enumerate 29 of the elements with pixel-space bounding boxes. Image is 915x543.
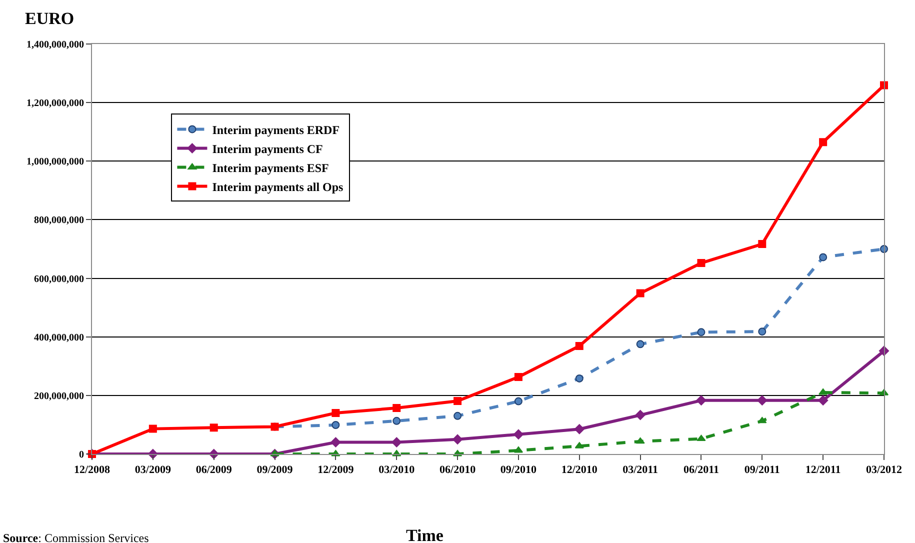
x-tick-label: 06/2011: [684, 464, 719, 476]
x-tick-label: 03/2010: [378, 464, 416, 476]
y-axis-title: EURO: [25, 9, 74, 28]
legend-label: Interim payments ERDF: [212, 122, 340, 137]
x-tick-label: 03/2009: [134, 464, 172, 476]
legend-label: Interim payments ESF: [212, 160, 329, 175]
x-tick-label: 06/2009: [196, 464, 232, 476]
x-tick-label: 12/2009: [318, 464, 354, 476]
x-tick-label: 06/2010: [440, 464, 476, 476]
x-tick-label: 12/2011: [805, 464, 841, 476]
x-tick-label: 12/2010: [561, 464, 598, 476]
x-tick-label: 03/2012: [866, 464, 903, 476]
y-tick-label: 0: [79, 450, 84, 460]
x-tick-label: 09/2010: [500, 464, 537, 476]
x-tick-label: 09/2009: [256, 464, 294, 476]
legend-label: Interim payments CF: [212, 142, 323, 156]
x-tick-label: 12/2008: [74, 464, 111, 476]
y-tick-label: 600,000,000: [34, 274, 84, 285]
y-tick-label: 400,000,000: [34, 332, 84, 344]
y-tick-label: 1,400,000,000: [26, 40, 84, 50]
x-tick-label: 09/2011: [744, 464, 780, 476]
x-tick-label: 03/2011: [622, 464, 658, 476]
source-note: Source: Commission Services: [3, 531, 150, 543]
legend-label: Interim payments all Ops: [212, 180, 344, 194]
y-tick-label: 800,000,000: [34, 215, 84, 226]
x-axis-title: Time: [406, 526, 444, 543]
y-tick-label: 1,200,000,000: [26, 98, 84, 110]
y-tick-label: 200,000,000: [34, 390, 84, 402]
y-tick-label: 1,000,000,000: [26, 156, 84, 168]
